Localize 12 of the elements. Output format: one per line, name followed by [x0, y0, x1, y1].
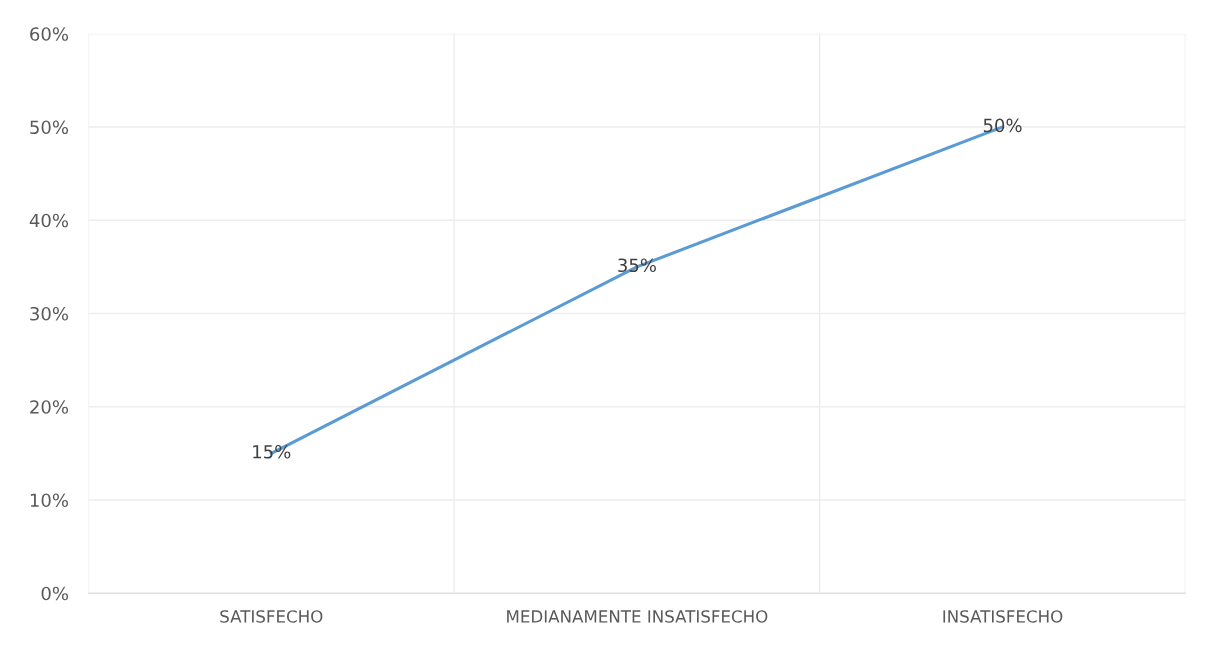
y-tick-label: 50%: [30, 120, 69, 135]
x-tick-label: INSATISFECHO: [943, 610, 1063, 623]
y-tick-label: 20%: [30, 400, 69, 414]
y-tick-label: 10%: [30, 493, 69, 508]
data-label: 50%: [983, 118, 1022, 133]
y-tick-label: 30%: [30, 306, 69, 321]
y-tick-label: 40%: [29, 213, 69, 228]
y-tick-label: 0%: [41, 586, 69, 601]
y-tick-label: 60%: [30, 27, 69, 41]
x-tick-label: MEDIANAMENTE INSATISFECHO: [507, 610, 768, 623]
data-label: 15%: [253, 444, 291, 459]
x-tick-label: SATISFECHO: [220, 610, 323, 623]
